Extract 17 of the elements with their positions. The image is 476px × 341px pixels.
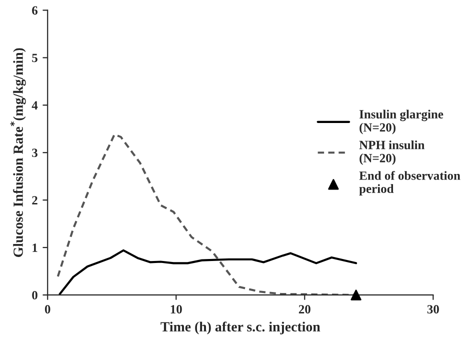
x-tick-label: 20 — [298, 305, 310, 314]
y-tick-label: 2 — [32, 196, 38, 204]
y-tick-label: 1 — [32, 244, 38, 252]
x-tick-label: 10 — [170, 305, 182, 314]
line-series — [58, 249, 358, 295]
y-tick-label: 6 — [32, 6, 38, 15]
y-tick-label: 0 — [32, 290, 38, 300]
legend-label: NPH insulin (N=20) — [359, 140, 425, 165]
y-axis-title: Glucose Infusion Rate$^{*}$(mg/kg/min) — [10, 48, 26, 257]
y-tick-label: 5 — [32, 54, 38, 62]
legend-label: Insulin glargine (N=20) — [359, 110, 444, 134]
x-tick-label: 30 — [427, 305, 439, 314]
y-tick-label: 4 — [32, 101, 38, 110]
x-axis-title: Time (h) after s.c. injection — [160, 322, 320, 334]
legend-label: End of observation period — [359, 170, 460, 196]
x-tick-label: 0 — [44, 305, 50, 314]
y-tick-label: 3 — [32, 148, 38, 158]
